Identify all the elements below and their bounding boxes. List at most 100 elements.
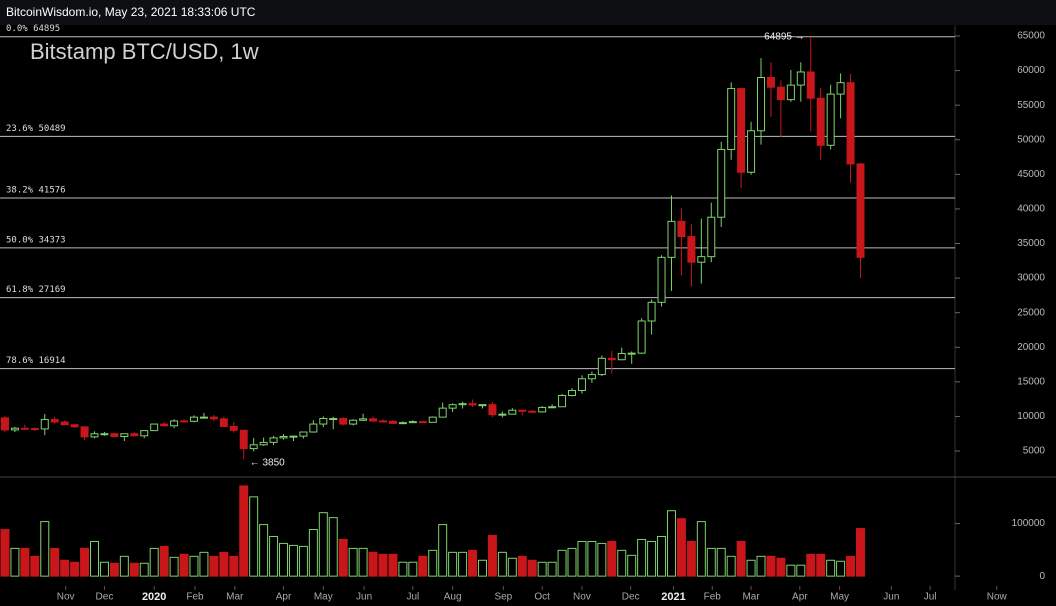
volume-bar: [855, 528, 865, 577]
candle-body: [170, 420, 179, 427]
volume-bar: [30, 555, 40, 577]
candle-body: [150, 423, 159, 432]
candle-body: [528, 410, 537, 413]
volume-bar: [657, 535, 667, 577]
volume-bar: [507, 557, 517, 577]
volume-bar: [269, 535, 279, 577]
fib-label: 23.6% 50489: [6, 124, 66, 134]
candle-body: [796, 71, 805, 86]
volume-bar: [577, 540, 587, 577]
volume-bar: [368, 551, 378, 577]
x-tick-label: May: [830, 592, 849, 603]
candle-body: [239, 429, 248, 450]
volume-bar: [806, 553, 816, 577]
candle-body: [697, 256, 706, 263]
volume-bar: [497, 551, 507, 577]
volume-bar: [318, 512, 328, 577]
volume-bar: [686, 540, 696, 577]
candle-body: [100, 433, 109, 436]
x-tick-label: Apr: [276, 592, 292, 603]
candle-body: [50, 419, 59, 423]
volume-bar: [816, 553, 826, 577]
candle-body: [478, 404, 487, 407]
y-tick-label: 65000: [1017, 31, 1045, 42]
x-tick-label: Now: [987, 592, 1008, 603]
volume-bar: [428, 549, 438, 577]
candle-body: [110, 433, 119, 438]
candle-body: [339, 418, 348, 425]
volume-bar: [398, 561, 408, 577]
volume-bar: [756, 555, 766, 577]
header-text: BitcoinWisdom.io, May 23, 2021 18:33:06 …: [6, 5, 256, 19]
candle-body: [538, 406, 547, 413]
y-tick-label: 0: [1039, 571, 1045, 582]
volume-bar: [567, 547, 577, 577]
candle-body: [766, 77, 775, 88]
y-tick-label: 35000: [1017, 238, 1045, 249]
x-tick-label: Oct: [534, 592, 550, 603]
annotation: ← 3850: [250, 458, 285, 469]
candle-body: [747, 130, 756, 173]
x-tick-label: May: [314, 592, 333, 603]
x-tick-label: Dec: [96, 592, 114, 603]
y-tick-label: 25000: [1017, 307, 1045, 318]
candle-body: [40, 419, 49, 430]
volume-bar: [70, 561, 80, 577]
candle-body: [568, 390, 577, 396]
volume-bar: [298, 545, 308, 577]
volume-bar: [607, 540, 617, 577]
candle-body: [488, 404, 497, 416]
y-tick-label: 45000: [1017, 169, 1045, 180]
volume-bar: [189, 555, 199, 577]
volume-bar: [308, 529, 318, 577]
volume-bar: [159, 545, 169, 577]
candle-body: [388, 420, 397, 424]
candle-body: [856, 163, 865, 258]
volume-bar: [10, 547, 20, 577]
candle-body: [299, 431, 308, 437]
volume-bar: [249, 496, 259, 577]
candle-body: [617, 352, 626, 361]
candle-body: [80, 426, 89, 438]
volume-bar: [279, 542, 289, 577]
candle-body: [378, 420, 387, 423]
candle-body: [189, 416, 198, 422]
volume-bar: [676, 518, 686, 577]
fib-label: 50.0% 34373: [6, 235, 66, 245]
candle-body: [727, 88, 736, 150]
candle-body: [577, 378, 586, 392]
volume-bar: [647, 540, 657, 577]
plot: 5000 10000 15000 20000 25000 30000 35000 40000 4…: [0, 24, 1045, 603]
candle-body: [289, 435, 298, 438]
candle-body: [677, 220, 686, 238]
y-tick-label: 60000: [1017, 65, 1045, 76]
fib-label: 78.6% 16914: [6, 356, 66, 366]
candle-body: [259, 441, 268, 446]
candle-body: [10, 427, 19, 431]
volume-bar: [537, 561, 547, 577]
volume-bar: [716, 547, 726, 577]
candle-body: [349, 419, 358, 425]
volume-bar: [517, 555, 527, 577]
volume-bar: [0, 529, 10, 577]
volume-bar: [109, 562, 119, 577]
volume-bar: [786, 564, 796, 577]
volume-bar: [766, 555, 776, 577]
y-tick-label: 100000: [1012, 518, 1046, 529]
annotation: 64895 →: [764, 31, 805, 42]
volume-bar: [139, 562, 149, 577]
candle-body: [70, 424, 79, 428]
volume-bar: [836, 560, 846, 577]
volume-bar: [726, 555, 736, 577]
volume-bar: [776, 557, 786, 577]
volume-bar: [597, 542, 607, 577]
candle-body: [806, 71, 815, 99]
volume-bar: [179, 553, 189, 577]
y-tick-label: 40000: [1017, 204, 1045, 215]
candle-body: [229, 425, 238, 431]
candle-body: [329, 418, 338, 421]
candle-body: [687, 236, 696, 263]
volume-bar: [547, 561, 557, 577]
volume-bar: [438, 524, 448, 577]
